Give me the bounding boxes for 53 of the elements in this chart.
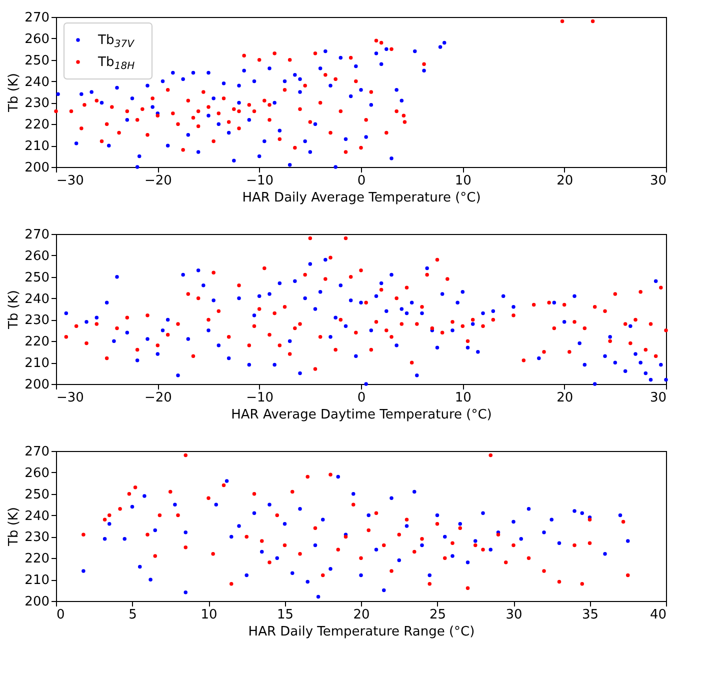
x-tick-label: 20: [556, 174, 574, 188]
x-tick-label: −10: [246, 390, 274, 406]
y-tick-label: 250: [24, 270, 50, 286]
x-tick-label: 25: [429, 608, 446, 622]
x-tick-label: 5: [128, 608, 137, 622]
x-tick-label: −20: [144, 390, 172, 406]
y-tick-label: 200: [24, 594, 50, 610]
x-tick-label: −10: [246, 174, 274, 188]
x-tick-label: 15: [276, 608, 294, 622]
x-tick-label: −30: [56, 174, 84, 188]
y-tick-label: 270: [24, 10, 50, 26]
x-tick-label: 0: [357, 174, 366, 188]
x-tick-label: 10: [454, 174, 472, 188]
y-tick-label: 260: [24, 32, 50, 47]
x-tick-label: 20: [353, 608, 370, 622]
y-axis-title: Tb (K): [6, 507, 22, 547]
y-tick-label: 250: [24, 53, 50, 68]
y-tick-label: 230: [24, 313, 50, 328]
x-tick-label: 30: [650, 390, 666, 406]
y-tick-label: 200: [24, 378, 50, 392]
x-axis-title: HAR Average Daytime Temperature (°C): [231, 408, 492, 422]
y-tick-label: 260: [24, 466, 50, 481]
y-tick-label: 200: [24, 160, 50, 176]
y-tick-label: 210: [24, 573, 50, 588]
y-tick-label: 220: [24, 334, 50, 350]
y-tick-label: 240: [24, 74, 50, 90]
x-tick-label: 0: [56, 608, 65, 622]
y-tick-label: 210: [24, 356, 50, 372]
x-tick-label: −20: [144, 174, 172, 188]
x-tick-label: 10: [200, 608, 218, 622]
y-tick-label: 210: [24, 139, 50, 154]
x-tick-label: 0: [357, 390, 366, 406]
y-tick-label: 220: [24, 552, 50, 567]
y-tick-label: 230: [24, 96, 50, 112]
x-tick-label: −30: [56, 390, 84, 406]
y-tick-label: 270: [24, 444, 50, 460]
x-tick-label: 35: [582, 608, 599, 622]
x-axis-title: HAR Daily Temperature Range (°C): [248, 624, 475, 640]
x-tick-label: 30: [650, 174, 666, 188]
y-tick-label: 260: [24, 248, 50, 264]
y-axis-title: Tb (K): [6, 73, 22, 113]
x-tick-label: 20: [556, 390, 574, 406]
x-tick-label: 30: [506, 608, 522, 622]
x-tick-label: 40: [650, 608, 666, 622]
y-tick-label: 240: [24, 292, 50, 307]
y-tick-label: 230: [24, 530, 50, 546]
y-tick-label: 270: [24, 228, 50, 242]
y-tick-label: 220: [24, 118, 50, 133]
y-tick-label: 250: [24, 487, 50, 502]
y-axis-title: Tb (K): [6, 290, 22, 330]
x-axis-title: HAR Daily Average Temperature (°C): [242, 190, 481, 206]
y-tick-label: 240: [24, 508, 50, 524]
x-tick-label: 10: [454, 390, 472, 406]
